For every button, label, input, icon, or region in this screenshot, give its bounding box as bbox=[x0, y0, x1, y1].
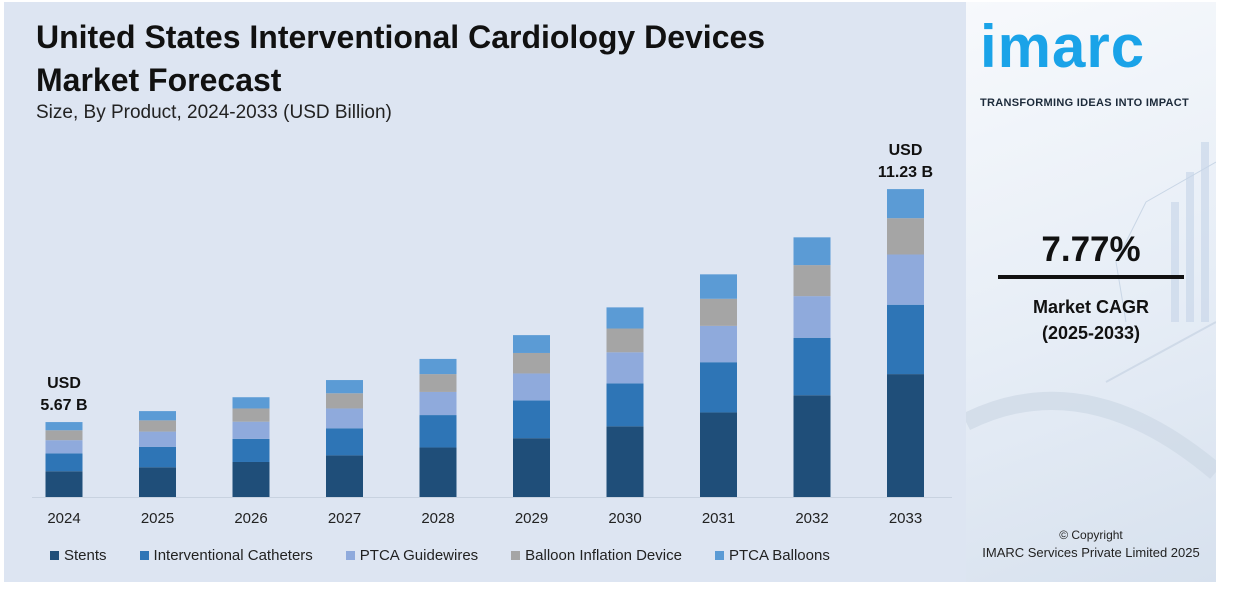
bar-segment-interventional-catheters-2024 bbox=[45, 453, 83, 472]
legend-swatch-ptca-guidewires bbox=[345, 550, 355, 560]
legend-item-ptca-balloons: PTCA Balloons bbox=[714, 546, 830, 564]
legend-item-ptca-guidewires: PTCA Guidewires bbox=[345, 546, 479, 564]
legend-swatch-balloon-inflation-device bbox=[511, 550, 521, 560]
cagr-divider bbox=[998, 275, 1184, 279]
bar-segment-stents-2030 bbox=[606, 426, 644, 497]
bar-segment-interventional-catheters-2030 bbox=[606, 383, 644, 427]
legend-item-interventional-catheters: Interventional Catheters bbox=[139, 546, 313, 564]
x-tick-label-2033: 2033 bbox=[889, 510, 922, 527]
cagr-label-line2: (2025-2033) bbox=[1041, 323, 1141, 343]
brand-panel: imarc TRANSFORMING IDEAS INTO IMPACT 7.7… bbox=[966, 2, 1216, 582]
chart-subtitle: Size, By Product, 2024-2033 (USD Billion… bbox=[36, 102, 392, 123]
bar-segment-ptca-guidewires-2030 bbox=[606, 352, 644, 384]
bar-segment-interventional-catheters-2029 bbox=[513, 400, 550, 439]
bar-segment-stents-2031 bbox=[700, 412, 737, 497]
bar-segment-balloon-inflation-device-2033 bbox=[887, 218, 924, 255]
x-tick-label-2028: 2028 bbox=[421, 510, 454, 527]
bar-segment-balloon-inflation-device-2027 bbox=[326, 393, 363, 409]
cagr-label-line1: Market CAGR bbox=[1032, 297, 1150, 317]
bar-segment-ptca-balloons-2026 bbox=[232, 397, 270, 409]
bar-segment-stents-2033 bbox=[887, 374, 924, 497]
brand-tagline: TRANSFORMING IDEAS INTO IMPACT bbox=[980, 97, 1190, 109]
background-decoration bbox=[966, 142, 1216, 479]
bar-segment-ptca-guidewires-2025 bbox=[139, 431, 176, 447]
bar-segment-interventional-catheters-2032 bbox=[793, 337, 831, 396]
chart-legend: Stents Interventional Catheters PTCA Guide… bbox=[50, 544, 863, 566]
bar-segment-interventional-catheters-2031 bbox=[700, 362, 737, 413]
bar-segment-ptca-balloons-2031 bbox=[700, 274, 737, 299]
x-tick-label-2026: 2026 bbox=[234, 510, 267, 527]
bar-segment-ptca-guidewires-2026 bbox=[232, 421, 270, 439]
bar-segment-ptca-balloons-2032 bbox=[793, 237, 831, 266]
bar-segment-interventional-catheters-2033 bbox=[887, 304, 924, 375]
bar-segment-stents-2028 bbox=[419, 447, 457, 497]
bar-segment-ptca-guidewires-2032 bbox=[793, 296, 831, 338]
bar-segment-balloon-inflation-device-2028 bbox=[419, 374, 457, 392]
legend-item-balloon-inflation-device: Balloon Inflation Device bbox=[511, 547, 682, 564]
bar-segment-balloon-inflation-device-2032 bbox=[793, 265, 831, 297]
x-tick-label-2029: 2029 bbox=[515, 510, 548, 527]
copyright-text: © Copyright bbox=[1059, 528, 1123, 542]
legend-label-stents: Stents bbox=[64, 546, 107, 564]
bar-segment-balloon-inflation-device-2025 bbox=[139, 420, 176, 432]
logo-wordmark: imarc bbox=[980, 13, 1146, 80]
x-tick-label-2024: 2024 bbox=[47, 510, 80, 527]
bar-segment-interventional-catheters-2025 bbox=[139, 446, 176, 468]
bar-segment-ptca-balloons-2030 bbox=[606, 307, 644, 329]
chart-title: United States Interventional Cardiology … bbox=[36, 16, 916, 102]
cagr-label: Market CAGR (2025-2033) bbox=[966, 294, 1216, 346]
bar-segment-ptca-balloons-2029 bbox=[513, 335, 550, 353]
total-label-2024-line1: USD bbox=[47, 375, 81, 392]
bar-segment-balloon-inflation-device-2031 bbox=[700, 298, 737, 326]
bar-segment-ptca-balloons-2033 bbox=[887, 189, 924, 219]
bar-segment-balloon-inflation-device-2029 bbox=[513, 352, 550, 374]
company-name: IMARC Services Private Limited 2025 bbox=[982, 545, 1200, 560]
bar-segment-stents-2024 bbox=[45, 471, 83, 497]
legend-label-balloon-inflation-device: Balloon Inflation Device bbox=[525, 546, 682, 564]
bar-segment-interventional-catheters-2026 bbox=[232, 438, 270, 462]
bar-segment-ptca-guidewires-2024 bbox=[45, 440, 83, 454]
bar-segment-stents-2025 bbox=[139, 467, 176, 497]
x-tick-label-2027: 2027 bbox=[328, 510, 361, 527]
bar-segment-interventional-catheters-2028 bbox=[419, 415, 457, 448]
bar-segment-ptca-balloons-2024 bbox=[45, 422, 83, 431]
legend-label-ptca-balloons: PTCA Balloons bbox=[728, 546, 830, 564]
bar-segment-ptca-balloons-2027 bbox=[326, 380, 363, 394]
bar-segment-stents-2029 bbox=[513, 438, 550, 497]
bar-segment-ptca-guidewires-2028 bbox=[419, 391, 457, 416]
bar-segment-ptca-guidewires-2029 bbox=[513, 373, 550, 401]
legend-swatch-stents bbox=[50, 550, 59, 560]
bar-chart: 2024 2025 2026 2027 2028 2029 2030 2031 2032 2033… bbox=[32, 142, 952, 527]
bar-segment-ptca-balloons-2025 bbox=[139, 411, 176, 421]
bar-segment-interventional-catheters-2027 bbox=[326, 428, 363, 456]
bar-segment-balloon-inflation-device-2030 bbox=[606, 328, 644, 353]
bar-segment-balloon-inflation-device-2024 bbox=[45, 430, 83, 441]
legend-label-ptca-guidewires: PTCA Guidewires bbox=[359, 546, 479, 564]
bar-segment-ptca-guidewires-2027 bbox=[326, 408, 363, 429]
bar-segment-ptca-balloons-2028 bbox=[419, 358, 457, 375]
legend-item-stents: Stents bbox=[50, 547, 107, 564]
bar-segment-stents-2027 bbox=[326, 455, 363, 497]
x-tick-label-2031: 2031 bbox=[702, 510, 735, 527]
total-label-2033-line1: USD bbox=[889, 142, 923, 159]
chart-panel: United States Interventional Cardiology … bbox=[4, 2, 966, 582]
legend-swatch-interventional-catheters bbox=[139, 550, 149, 560]
x-tick-label-2025: 2025 bbox=[141, 510, 174, 527]
chart-title-line2: Market Forecast bbox=[36, 62, 282, 98]
bar-segment-balloon-inflation-device-2026 bbox=[232, 408, 270, 422]
bar-segment-stents-2032 bbox=[793, 395, 831, 497]
x-tick-label-2030: 2030 bbox=[608, 510, 641, 527]
bar-segment-ptca-guidewires-2033 bbox=[887, 254, 924, 305]
chart-title-line1: United States Interventional Cardiology … bbox=[36, 19, 766, 55]
imarc-logo: imarc bbox=[980, 14, 1145, 80]
cagr-value: 7.77% bbox=[1041, 230, 1141, 269]
bar-segment-ptca-guidewires-2031 bbox=[700, 325, 737, 363]
legend-label-interventional-catheters: Interventional Catheters bbox=[153, 546, 313, 564]
total-label-2033-line2: 11.23 B bbox=[878, 164, 933, 181]
total-label-2024-line2: 5.67 B bbox=[40, 397, 87, 414]
bar-segment-stents-2026 bbox=[232, 461, 270, 497]
x-tick-label-2032: 2032 bbox=[795, 510, 828, 527]
legend-swatch-ptca-balloons bbox=[714, 550, 724, 560]
